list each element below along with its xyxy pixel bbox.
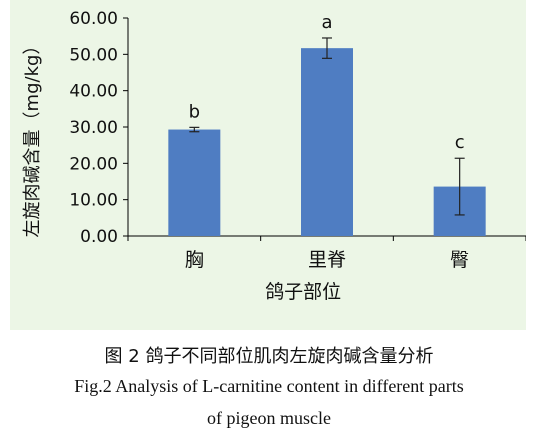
x-category-label-2: 里脊 [308, 249, 346, 271]
bar-chart: 0.00 10.00 20.00 30.00 40.00 50.00 60.00 b 胸 a 里脊 c… [22, 9, 526, 303]
bar-2 [301, 48, 353, 237]
y-tick-label: 50.00 [69, 45, 118, 65]
y-tick-label: 0.00 [80, 227, 118, 247]
significance-letter-2: a [321, 12, 332, 33]
y-tick-label: 40.00 [69, 82, 118, 102]
significance-letter-3: c [455, 132, 465, 153]
labels-layer: 0.00 10.00 20.00 30.00 40.00 50.00 60.00 b 胸 a 里脊 c… [22, 9, 469, 303]
y-tick-label: 10.00 [69, 191, 118, 211]
y-tick-label: 30.00 [69, 118, 118, 138]
figure-caption-chinese: 图 2 鸽子不同部位肌肉左旋肉碱含量分析 [104, 346, 434, 367]
bar-1 [168, 129, 221, 236]
x-category-label-1: 胸 [185, 249, 204, 271]
x-axis-title: 鸽子部位 [265, 281, 341, 303]
figure-caption-english-line2: of pigeon muscle [207, 408, 331, 428]
x-category-label-3: 臀 [450, 249, 469, 271]
y-axis-title: 左旋肉碱含量（mg/kg） [22, 37, 43, 238]
y-tick-label: 20.00 [69, 154, 118, 174]
significance-letter-1: b [189, 101, 200, 122]
y-tick-label: 60.00 [69, 9, 118, 29]
plot-panel: 0.00 10.00 20.00 30.00 40.00 50.00 60.00 b 胸 a 里脊 c… [10, 0, 526, 330]
bars-layer [168, 37, 486, 237]
figure-caption-english-line1: Fig.2 Analysis of L-carnitine content in… [74, 376, 464, 396]
